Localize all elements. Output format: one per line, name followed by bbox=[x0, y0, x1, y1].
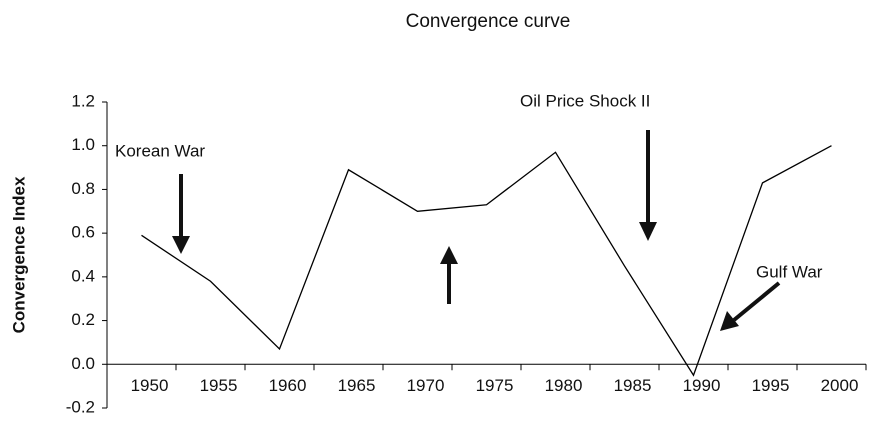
y-tick-label: 1.2 bbox=[71, 91, 95, 110]
arrowhead bbox=[172, 236, 190, 254]
y-tick-label: 0.0 bbox=[71, 354, 95, 373]
x-tick-label: 1965 bbox=[338, 376, 376, 395]
annotation: Korean War bbox=[115, 141, 205, 160]
y-tick-label: 0.4 bbox=[71, 266, 95, 285]
x-tick-label: 1970 bbox=[407, 376, 445, 395]
annotation: Oil Price Shock II bbox=[520, 91, 650, 110]
arrowhead bbox=[440, 246, 458, 264]
chart-title: Convergence curve bbox=[406, 11, 571, 32]
x-tick-label: 1995 bbox=[752, 376, 790, 395]
y-axis-label: Convergence Index bbox=[9, 176, 28, 333]
x-tick-label: 1950 bbox=[131, 376, 169, 395]
annotation-arrows bbox=[172, 130, 781, 331]
y-tick-label: 0.6 bbox=[71, 223, 95, 242]
x-tick-label: 1980 bbox=[545, 376, 583, 395]
annotation: Gulf War bbox=[756, 262, 823, 281]
arrowhead bbox=[639, 222, 657, 241]
arrowhead bbox=[720, 311, 739, 331]
y-tick-label: -0.2 bbox=[66, 397, 95, 416]
x-tick-label: 2000 bbox=[821, 376, 859, 395]
y-tick-label: 0.8 bbox=[71, 179, 95, 198]
y-tick-label: 1.0 bbox=[71, 135, 95, 154]
x-tick-label: 1975 bbox=[476, 376, 514, 395]
x-tick-label: 1960 bbox=[269, 376, 307, 395]
x-tick-label: 1985 bbox=[614, 376, 652, 395]
y-tick-label: 0.2 bbox=[71, 310, 95, 329]
x-tick-label: 1990 bbox=[683, 376, 721, 395]
arrow bbox=[732, 281, 781, 322]
x-tick-label: 1955 bbox=[200, 376, 238, 395]
data-line bbox=[141, 145, 832, 377]
